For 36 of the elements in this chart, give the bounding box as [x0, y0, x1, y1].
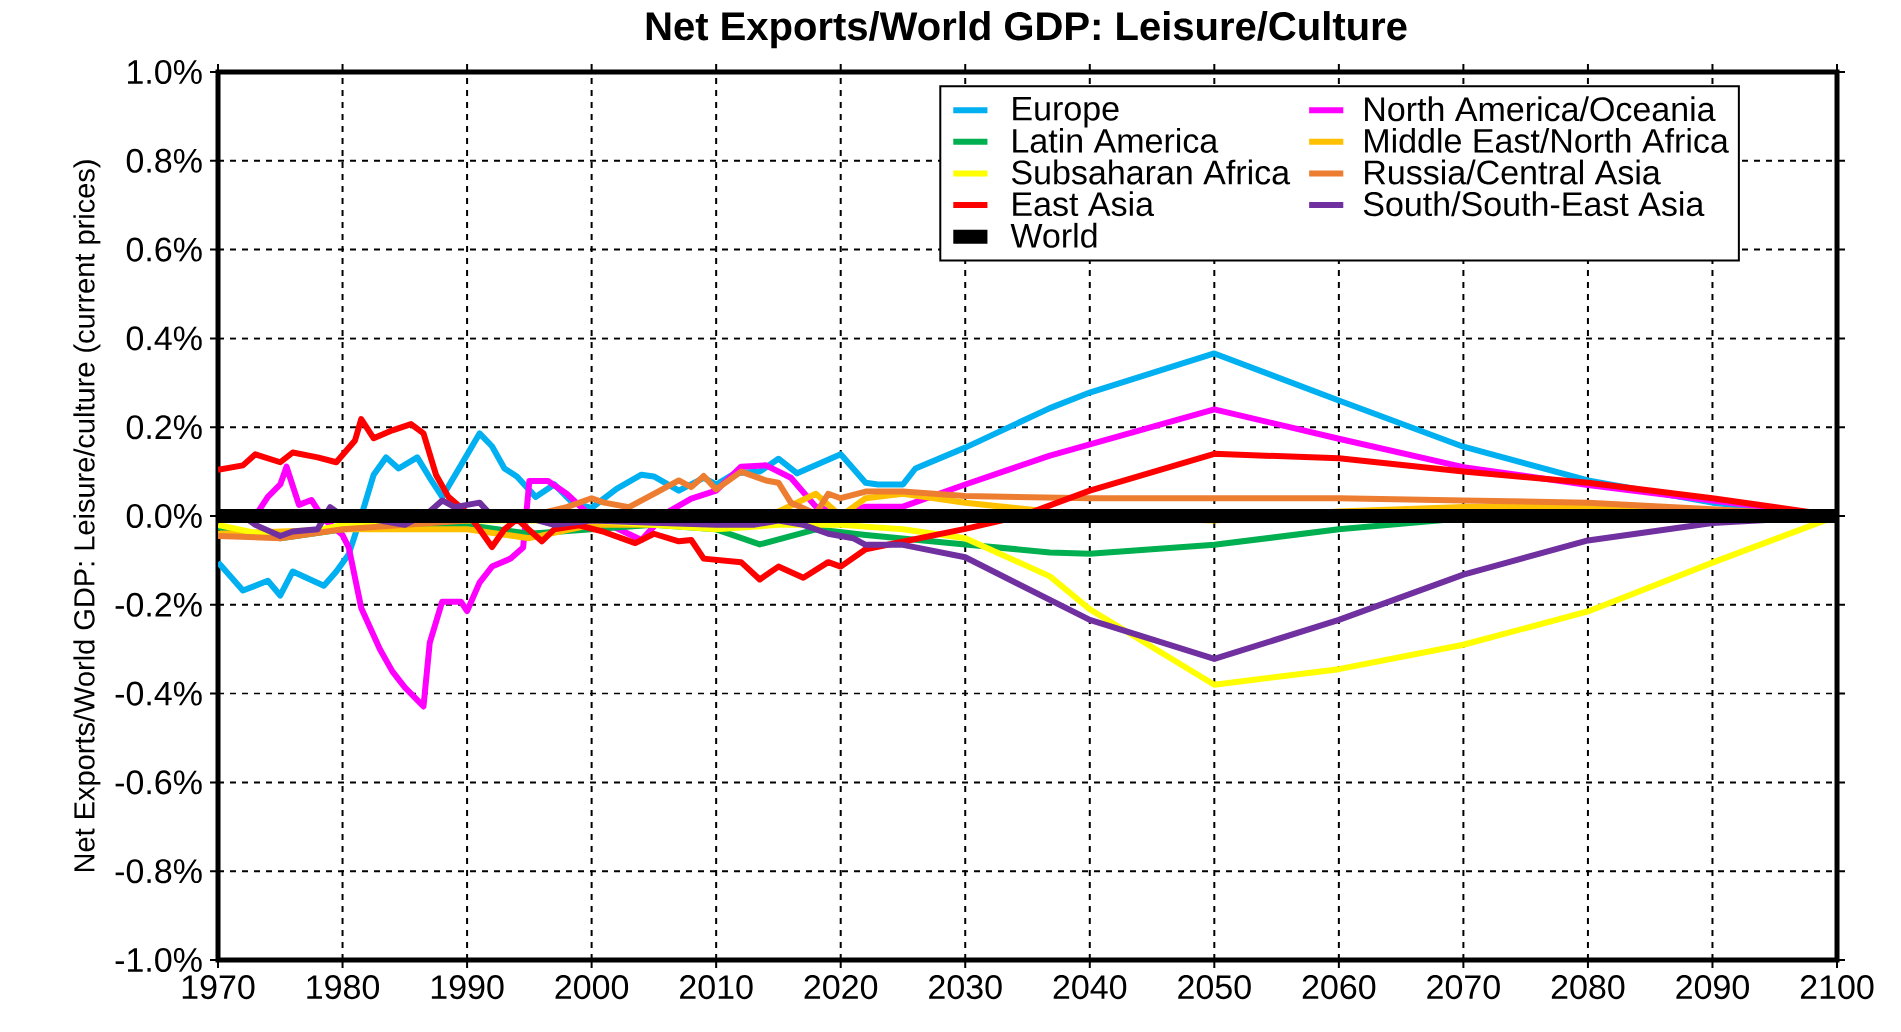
legend-label: East Asia — [1013, 191, 1155, 217]
x-tick-label: 1970 — [182, 975, 255, 1000]
legend-label: Middle East/North Africa — [1365, 127, 1729, 153]
x-tick-label: 2040 — [1053, 975, 1127, 1000]
x-tick-label: 2060 — [1302, 975, 1376, 1000]
y-tick-label: -0.4% — [115, 681, 202, 706]
x-tick-label: 2100 — [1800, 975, 1874, 1000]
x-tick-label: 2070 — [1427, 975, 1500, 1000]
y-tick-label: 1.0% — [128, 59, 202, 85]
legend-label: Latin America — [1013, 127, 1219, 153]
y-tick-label: 0.4% — [126, 326, 202, 351]
chart-title: Net Exports/World GDP: Leisure/Culture — [646, 11, 1407, 49]
x-tick-label: 2000 — [555, 975, 629, 1000]
legend-label: Subsaharan Africa — [1011, 159, 1291, 185]
y-tick-label: -0.6% — [115, 770, 202, 795]
y-tick-label: 0.0% — [126, 503, 202, 529]
y-axis-title: Net Exports/World GDP: Leisure/culture (current prices) — [73, 160, 101, 872]
y-tick-label: 0.2% — [126, 415, 202, 440]
x-tick-label: 2050 — [1178, 975, 1251, 1000]
x-tick-label: 2030 — [929, 975, 1002, 1000]
x-tick-label: 1990 — [431, 975, 504, 1000]
x-tick-label: 2010 — [680, 975, 753, 1000]
y-tick-label: -0.8% — [115, 859, 202, 884]
y-tick-label: 0.8% — [126, 148, 202, 173]
y-tick-label: 0.6% — [126, 237, 202, 262]
y-tick-label: -0.2% — [115, 592, 202, 617]
legend-label: Russia/Central Asia — [1365, 159, 1661, 185]
x-tick-label: 2020 — [804, 975, 878, 1000]
x-tick-label: 2090 — [1676, 975, 1749, 1000]
x-tick-label: 1980 — [307, 975, 380, 1000]
legend-label: Europe — [1013, 96, 1119, 128]
x-tick-label: 2080 — [1551, 975, 1625, 1000]
legend-label: World — [1010, 222, 1097, 248]
y-tick-label: -1.0% — [115, 947, 202, 973]
legend-label: South/South-East Asia — [1363, 191, 1705, 217]
legend-label: North America/Oceania — [1365, 96, 1716, 122]
